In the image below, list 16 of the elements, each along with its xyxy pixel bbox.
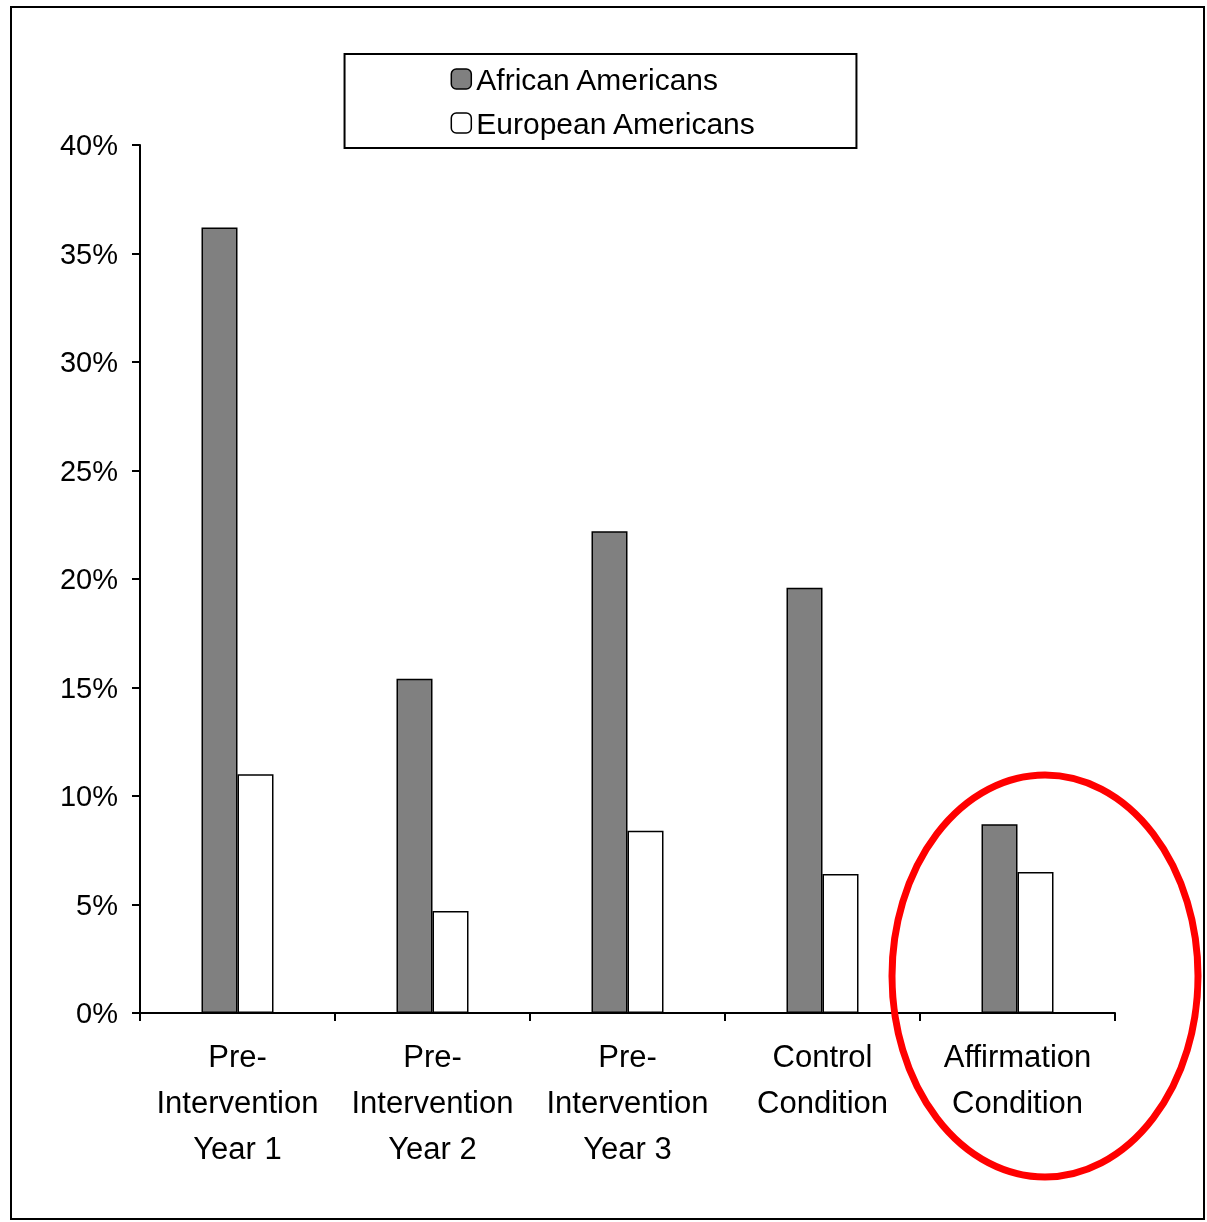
y-tick-label: 0% xyxy=(76,997,118,1029)
y-tick-label: 15% xyxy=(59,671,118,704)
y-tick-label: 25% xyxy=(59,454,118,487)
x-tick-label: Pre-Intervention Year 3 xyxy=(546,1038,709,1166)
x-tick-label: Pre-Intervention Year 1 xyxy=(156,1038,319,1166)
x-tick-label: Control Condition xyxy=(757,1038,888,1120)
y-tick-label: 5% xyxy=(76,888,118,921)
y-tick-label: 40% xyxy=(59,129,118,161)
y-tick-label: 30% xyxy=(59,346,118,378)
y-tick-label: 35% xyxy=(59,237,118,270)
legend-label: European Americans xyxy=(476,106,755,140)
x-tick-label: Pre-Intervention Year 2 xyxy=(351,1038,514,1166)
y-tick-label: 20% xyxy=(59,563,118,595)
y-tick-label: 10% xyxy=(59,780,118,812)
x-tick-label: Affirmation Condition xyxy=(943,1038,1092,1120)
legend-label: African Americans xyxy=(476,62,719,96)
